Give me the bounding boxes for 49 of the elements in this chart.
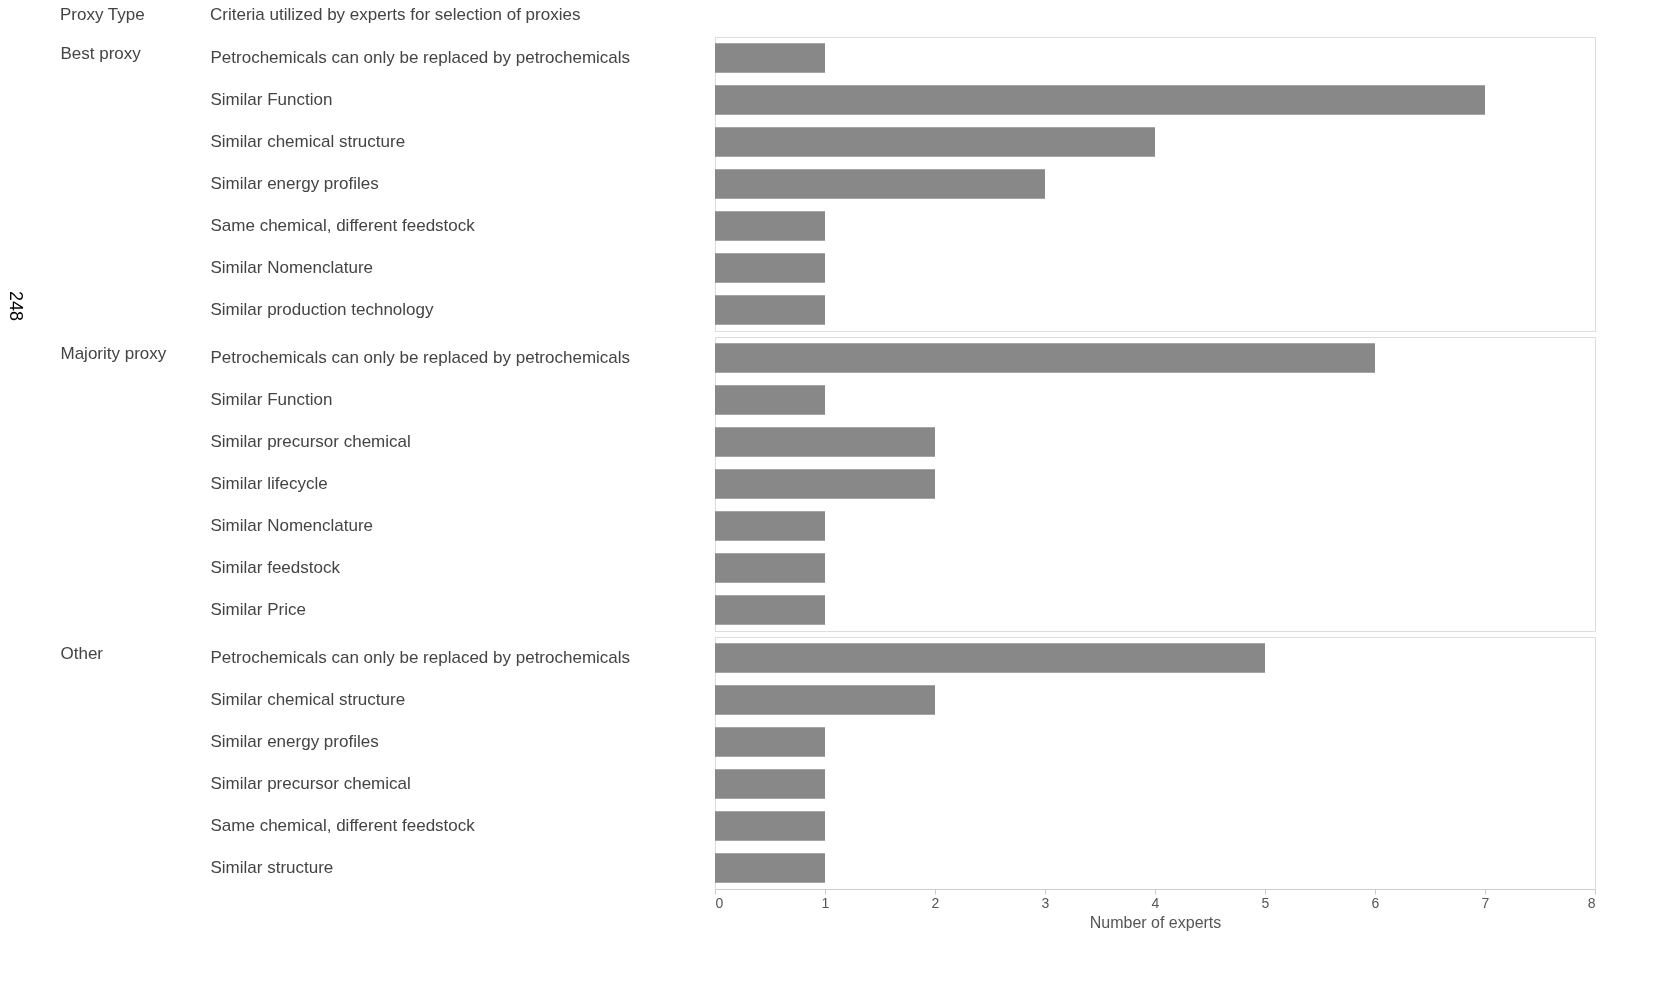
- y-tick-label: Similar chemical structure: [210, 132, 406, 151]
- bar: [715, 127, 1155, 157]
- bar: [715, 769, 825, 799]
- bar: [715, 811, 825, 841]
- bar: [715, 43, 825, 73]
- bar: [715, 169, 1045, 199]
- text: Proxy Type: [60, 5, 145, 24]
- x-tick-label: 2: [931, 894, 940, 911]
- text: 248: [6, 290, 26, 322]
- y-tick-label: Similar Nomenclature: [210, 516, 373, 535]
- y-axis-title: Best proxy: [60, 43, 142, 63]
- x-tick-label: 0: [715, 894, 724, 911]
- bar: [715, 853, 825, 883]
- bar: [715, 685, 935, 715]
- bar: [715, 85, 1485, 115]
- y-tick-label: Petrochemicals can only be replaced by petrochemicals: [210, 348, 631, 367]
- y-tick-label: Same chemical, different feedstock: [210, 816, 476, 835]
- y-tick-label: Similar energy profiles: [210, 174, 379, 193]
- bar: [715, 643, 1265, 673]
- x-axis-title: Number of experts: [1089, 913, 1222, 931]
- y-tick-label: Petrochemicals can only be replaced by petrochemicals: [210, 48, 631, 67]
- text: Criteria utilized by experts for selection of proxies: [210, 5, 581, 24]
- bar: [715, 253, 825, 283]
- y-tick-label: Similar Price: [210, 600, 306, 619]
- y-tick-label: Similar Nomenclature: [210, 258, 373, 277]
- y-axis-title: Majority proxy: [60, 343, 167, 363]
- y-tick-label: Similar energy profiles: [210, 732, 379, 751]
- y-tick-label: Similar structure: [210, 858, 334, 877]
- y-tick-label: Similar lifecycle: [210, 474, 328, 493]
- y-tick-label: Petrochemicals can only be replaced by petrochemicals: [210, 648, 631, 667]
- y-tick-label: Similar precursor chemical: [210, 432, 411, 451]
- x-tick-label: 7: [1481, 894, 1490, 911]
- x-tick-label: 4: [1151, 894, 1160, 911]
- y-tick-label: Similar production technology: [210, 300, 435, 319]
- x-tick-label: 1: [821, 894, 830, 911]
- y-tick-label: Similar Function: [210, 390, 333, 409]
- x-tick-label: 8: [1587, 894, 1596, 911]
- y-tick-label: Similar precursor chemical: [210, 774, 411, 793]
- x-tick-label: 5: [1261, 894, 1270, 911]
- x-tick-label: 6: [1371, 894, 1380, 911]
- bar: [715, 295, 825, 325]
- x-tick-label: 3: [1041, 894, 1050, 911]
- y-tick-label: Similar chemical structure: [210, 690, 406, 709]
- y-axis-title: Other: [60, 643, 104, 663]
- y-tick-label: Same chemical, different feedstock: [210, 216, 476, 235]
- bar: [715, 727, 825, 757]
- y-tick-label: Similar feedstock: [210, 558, 341, 577]
- y-tick-label: Similar Function: [210, 90, 333, 109]
- bar: [715, 211, 825, 241]
